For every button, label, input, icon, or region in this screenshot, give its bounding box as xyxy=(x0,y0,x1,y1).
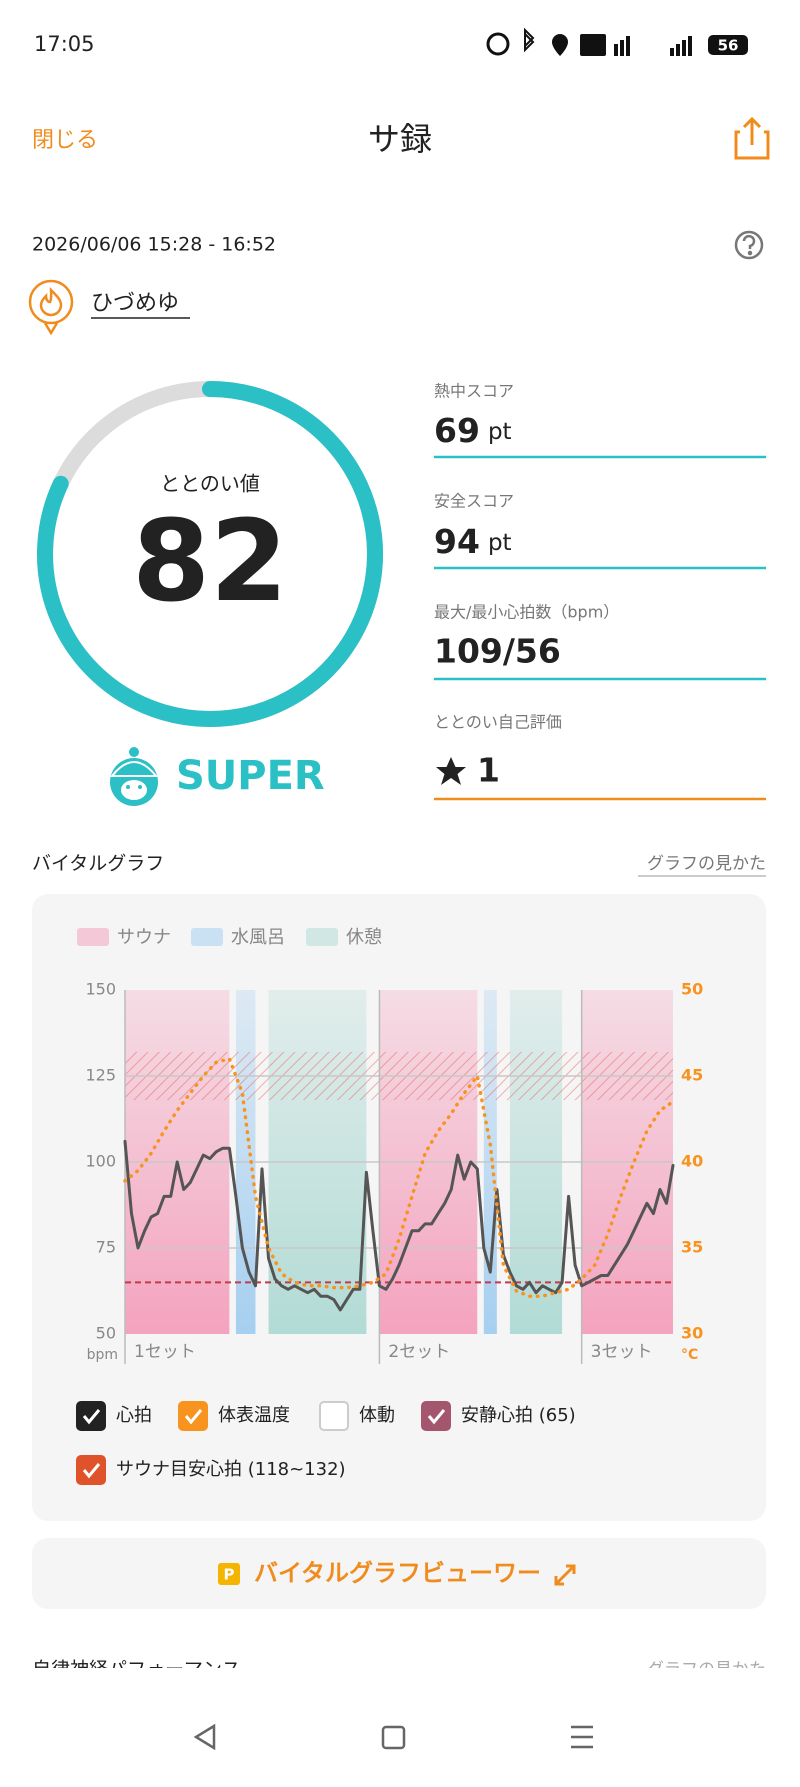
nav-back[interactable] xyxy=(193,1723,216,1751)
temperature-line xyxy=(123,1057,675,1298)
expand-icon xyxy=(554,1564,576,1586)
viewer-button[interactable] xyxy=(32,1538,766,1609)
star-icon xyxy=(436,757,466,785)
y2-tick-label: 50 xyxy=(681,980,703,999)
toggle-label[interactable]: 心拍 xyxy=(116,1405,152,1426)
legend-swatch xyxy=(77,928,109,946)
premium-badge-text: P xyxy=(224,1566,235,1584)
metric-unit: pt xyxy=(488,530,512,556)
y2-tick-label: 35 xyxy=(681,1238,703,1257)
gauge-label: ととのい値 xyxy=(160,472,260,496)
toggle-checkbox[interactable] xyxy=(319,1401,349,1431)
help-icon[interactable] xyxy=(734,230,764,260)
toggle-checkbox[interactable] xyxy=(76,1401,106,1431)
facility-name[interactable]: ひづめゆ xyxy=(91,291,179,316)
metric-number: 69 xyxy=(434,411,480,450)
legend-label: 休憩 xyxy=(346,927,382,948)
metric-number: 94 xyxy=(434,522,480,561)
metric-label: 熱中スコア xyxy=(434,382,514,401)
nav-home[interactable] xyxy=(381,1725,406,1750)
toggle-label[interactable]: 体動 xyxy=(359,1405,395,1426)
rank-label: SUPER xyxy=(176,753,325,799)
rank-icon xyxy=(109,747,159,806)
section-title: バイタルグラフ xyxy=(32,853,164,875)
metric-number[interactable]: 1 xyxy=(477,751,500,790)
page-title: サ録 xyxy=(368,120,432,158)
y-tick-label: 150 xyxy=(85,980,116,999)
metric-label: 最大/最小心拍数（bpm） xyxy=(434,603,619,622)
y2-tick-label: 40 xyxy=(681,1152,703,1171)
toggle-checkbox[interactable] xyxy=(178,1401,208,1431)
status-icons xyxy=(486,27,748,56)
toggle-label[interactable]: サウナ目安心拍 (118~132) xyxy=(116,1459,346,1480)
chart: サウナ 水風呂 休憩 50 75 100 125 150 30 35 40 45 50 bpm °C 1セット… xyxy=(76,927,703,1485)
metric-value: 69 pt xyxy=(434,411,512,450)
facility-icon xyxy=(28,279,74,336)
toggle-label[interactable]: 安静心拍 (65) xyxy=(461,1405,576,1426)
y-tick-label: 100 xyxy=(85,1152,116,1171)
metric-unit: pt xyxy=(488,419,512,445)
gauge-arc xyxy=(37,381,383,727)
check-mark xyxy=(82,1409,101,1425)
set-label: 2セット xyxy=(388,1342,450,1362)
set-label: 3セット xyxy=(591,1342,653,1362)
legend-swatch xyxy=(191,928,223,946)
share-button[interactable] xyxy=(734,116,770,160)
toggle-label[interactable]: 体表温度 xyxy=(218,1405,290,1426)
legend-label: サウナ xyxy=(117,927,171,948)
y2-tick-label: 30 xyxy=(681,1324,703,1343)
nav-recents[interactable] xyxy=(571,1725,593,1749)
metric-label: ととのい自己評価 xyxy=(434,713,562,732)
status-time: 17:05 xyxy=(34,32,95,56)
legend-swatch xyxy=(306,928,338,946)
y-tick-label: 50 xyxy=(96,1324,116,1343)
y2-tick-label: 45 xyxy=(681,1066,703,1085)
y2-axis-label: °C xyxy=(681,1347,698,1363)
legend-label: 水風呂 xyxy=(231,927,285,948)
close-button[interactable]: 閉じる xyxy=(32,128,98,153)
metric-number: 109/56 xyxy=(434,632,561,671)
toggle-checkbox[interactable] xyxy=(421,1401,451,1431)
metric-value: 94 pt xyxy=(434,522,512,561)
help-link[interactable]: グラフの見かた xyxy=(647,854,766,874)
gauge-value: 82 xyxy=(132,497,288,627)
check-mark xyxy=(427,1409,446,1425)
metric-label: 安全スコア xyxy=(434,492,514,511)
battery-level: 56 xyxy=(718,37,739,55)
check-mark xyxy=(82,1463,101,1479)
premium-badge xyxy=(218,1563,240,1585)
set-label: 1セット xyxy=(134,1342,196,1362)
viewer-button-label[interactable]: バイタルグラフビューワー xyxy=(254,1559,541,1587)
session-datetime: 2026/06/06 15:28 - 16:52 xyxy=(32,234,276,256)
heart-rate-line xyxy=(123,1139,675,1312)
y-axis-label: bpm xyxy=(87,1347,118,1363)
toggle-checkbox[interactable] xyxy=(76,1455,106,1485)
y-tick-label: 125 xyxy=(85,1066,116,1085)
y-tick-label: 75 xyxy=(96,1238,116,1257)
check-mark xyxy=(184,1409,203,1425)
